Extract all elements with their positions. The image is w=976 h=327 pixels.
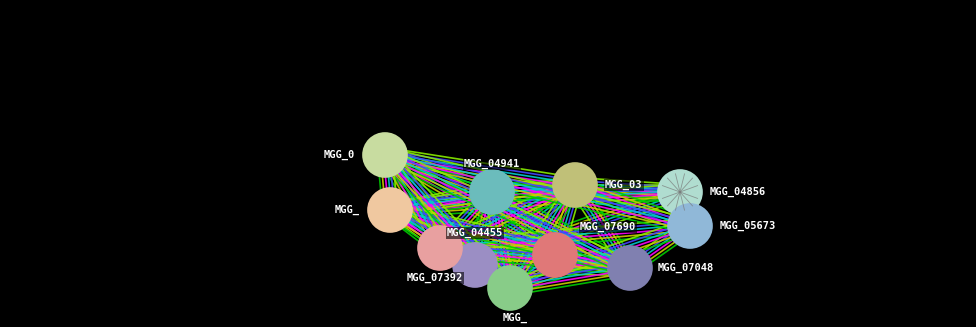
Circle shape [470,170,514,214]
Text: MGG_: MGG_ [335,205,360,215]
Circle shape [363,133,407,177]
Circle shape [608,246,652,290]
Circle shape [668,204,712,248]
Text: MGG_0: MGG_0 [324,150,355,160]
Text: MGG_07392: MGG_07392 [407,273,464,283]
Circle shape [418,226,462,270]
Circle shape [553,163,597,207]
Circle shape [368,188,412,232]
Text: MGG_04455: MGG_04455 [447,228,503,238]
Text: MGG_: MGG_ [503,313,527,323]
Circle shape [533,233,577,277]
Circle shape [453,243,497,287]
Text: MGG_04941: MGG_04941 [464,159,520,169]
Text: MGG_03: MGG_03 [605,180,642,190]
Text: MGG_04856: MGG_04856 [710,187,766,197]
Text: MGG_07048: MGG_07048 [658,263,714,273]
Text: MGG_05673: MGG_05673 [720,221,776,231]
Circle shape [488,266,532,310]
Text: MGG_07690: MGG_07690 [580,222,636,232]
Circle shape [658,170,702,214]
